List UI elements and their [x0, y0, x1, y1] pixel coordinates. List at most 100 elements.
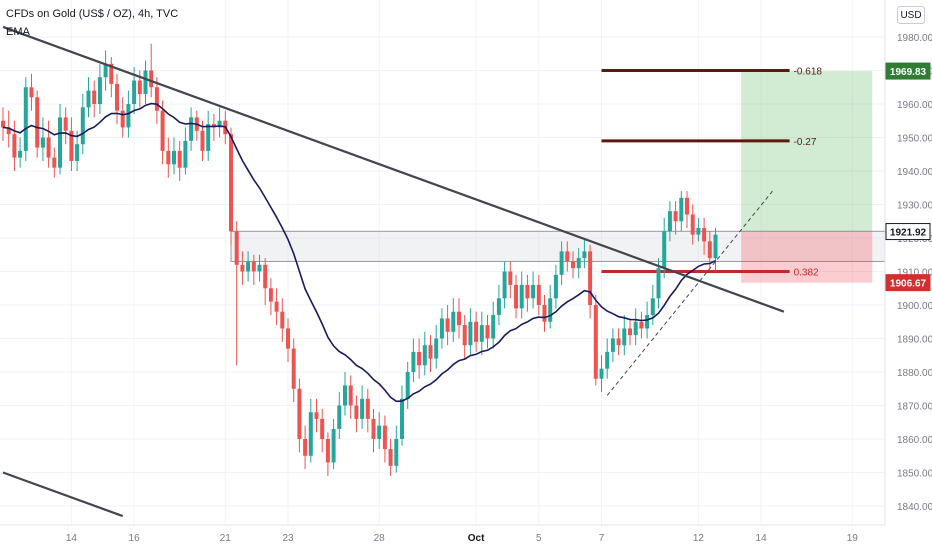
- candle-body[interactable]: [189, 117, 194, 141]
- candle-body[interactable]: [417, 351, 422, 366]
- candle-body[interactable]: [46, 137, 51, 158]
- candle-body[interactable]: [673, 211, 678, 222]
- candle-body[interactable]: [23, 87, 28, 151]
- candle-body[interactable]: [97, 77, 102, 104]
- candle-body[interactable]: [576, 258, 581, 269]
- candle-body[interactable]: [502, 271, 507, 299]
- candle-body[interactable]: [685, 197, 689, 215]
- candle-body[interactable]: [240, 264, 245, 272]
- candle-body[interactable]: [18, 150, 23, 158]
- candle-body[interactable]: [531, 284, 536, 299]
- candle-body[interactable]: [75, 144, 80, 161]
- candle-body[interactable]: [126, 104, 131, 128]
- candle-body[interactable]: [58, 117, 62, 168]
- candle-body[interactable]: [35, 97, 40, 148]
- candle-body[interactable]: [40, 137, 45, 148]
- candle-body[interactable]: [588, 251, 593, 305]
- candle-body[interactable]: [92, 90, 97, 104]
- candle-body[interactable]: [109, 63, 114, 84]
- candle-body[interactable]: [394, 439, 399, 466]
- candle-body[interactable]: [12, 134, 17, 158]
- candle-body[interactable]: [662, 231, 667, 269]
- candle-body[interactable]: [348, 385, 353, 406]
- dashed-trendline[interactable]: [606, 190, 773, 396]
- candle-body[interactable]: [582, 251, 587, 259]
- candle-body[interactable]: [559, 251, 564, 275]
- currency-button[interactable]: USD: [897, 6, 925, 24]
- candle-body[interactable]: [132, 80, 137, 104]
- candle-body[interactable]: [439, 318, 444, 339]
- candle-body[interactable]: [177, 150, 182, 168]
- candle-body[interactable]: [610, 338, 615, 352]
- candle-body[interactable]: [52, 157, 57, 168]
- price-label-tag[interactable]: [885, 274, 931, 292]
- candle-body[interactable]: [382, 425, 387, 450]
- candle-body[interactable]: [388, 449, 393, 466]
- candle-body[interactable]: [400, 398, 404, 439]
- candle-body[interactable]: [377, 425, 382, 439]
- candle-body[interactable]: [183, 140, 188, 168]
- candle-body[interactable]: [217, 120, 222, 128]
- candle-body[interactable]: [234, 231, 239, 265]
- candle-body[interactable]: [553, 274, 558, 299]
- candle-body[interactable]: [354, 405, 359, 419]
- candle-body[interactable]: [542, 305, 547, 322]
- candle-body[interactable]: [325, 439, 330, 463]
- candle-body[interactable]: [200, 130, 205, 151]
- candle-body[interactable]: [628, 328, 632, 336]
- candle-body[interactable]: [650, 298, 655, 316]
- candle-body[interactable]: [707, 241, 712, 259]
- candle-body[interactable]: [485, 325, 490, 339]
- candle-body[interactable]: [445, 318, 450, 332]
- candle-body[interactable]: [645, 315, 650, 329]
- candle-body[interactable]: [69, 130, 74, 161]
- candle-body[interactable]: [571, 261, 575, 269]
- candle-body[interactable]: [29, 87, 34, 98]
- candle-body[interactable]: [633, 321, 638, 336]
- candle-body[interactable]: [713, 234, 718, 259]
- candle-body[interactable]: [160, 110, 165, 151]
- candle-body[interactable]: [468, 321, 473, 346]
- candle-body[interactable]: [143, 70, 148, 94]
- candle-body[interactable]: [605, 351, 610, 369]
- candle-body[interactable]: [462, 325, 467, 346]
- candle-body[interactable]: [274, 301, 279, 312]
- candle-body[interactable]: [702, 227, 707, 242]
- price-label-tag[interactable]: [885, 223, 931, 241]
- candle-body[interactable]: [536, 284, 541, 305]
- indicator-legend[interactable]: EMA: [6, 26, 30, 38]
- candle-body[interactable]: [137, 80, 142, 94]
- ema-line[interactable]: [2, 102, 716, 403]
- candle-body[interactable]: [229, 134, 233, 232]
- candle-body[interactable]: [548, 298, 553, 322]
- candle-body[interactable]: [80, 107, 85, 145]
- candle-body[interactable]: [479, 325, 484, 342]
- candle-body[interactable]: [565, 251, 570, 262]
- candle-body[interactable]: [667, 211, 672, 232]
- candle-body[interactable]: [622, 328, 627, 346]
- candle-body[interactable]: [303, 439, 308, 456]
- candle-body[interactable]: [337, 405, 342, 429]
- price-label-tag[interactable]: [885, 62, 931, 80]
- candle-body[interactable]: [246, 261, 251, 272]
- candle-body[interactable]: [514, 284, 518, 309]
- candle-body[interactable]: [422, 345, 427, 366]
- candle-body[interactable]: [457, 311, 461, 326]
- candle-body[interactable]: [149, 70, 154, 88]
- candle-body[interactable]: [496, 298, 501, 316]
- candle-body[interactable]: [525, 284, 530, 299]
- candle-body[interactable]: [120, 110, 125, 128]
- candle-body[interactable]: [639, 321, 644, 329]
- candle-body[interactable]: [411, 351, 416, 372]
- candle-body[interactable]: [251, 261, 256, 272]
- candle-body[interactable]: [86, 90, 91, 108]
- candle-body[interactable]: [365, 398, 370, 419]
- candle-body[interactable]: [371, 418, 376, 439]
- candle-body[interactable]: [314, 412, 319, 419]
- loss-zone[interactable]: [741, 231, 873, 283]
- candle-body[interactable]: [103, 63, 108, 78]
- candle-body[interactable]: [297, 388, 302, 439]
- candle-body[interactable]: [154, 87, 159, 111]
- candle-body[interactable]: [320, 418, 325, 439]
